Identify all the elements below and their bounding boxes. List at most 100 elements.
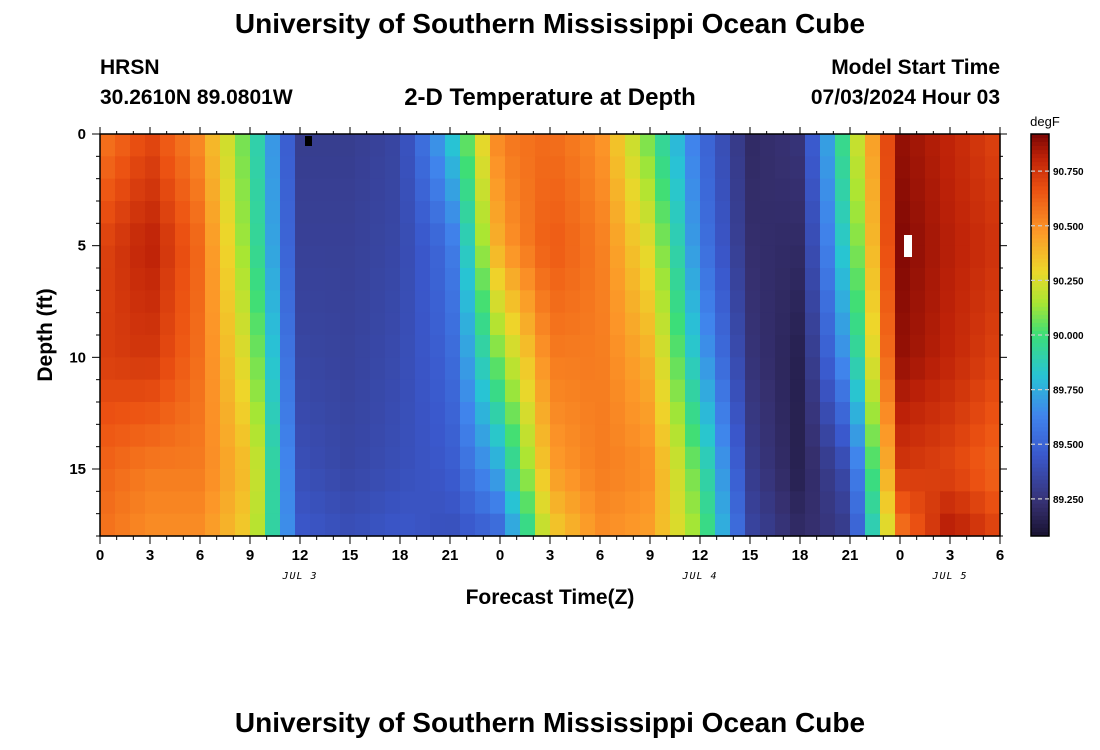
heatmap-cell: [265, 491, 281, 515]
heatmap-cell: [250, 469, 266, 492]
colorbar-segment: [1031, 294, 1049, 300]
heatmap-cell: [745, 513, 761, 537]
heatmap-cell: [490, 201, 506, 224]
heatmap-cell: [775, 268, 791, 291]
heatmap-cell: [985, 446, 1001, 470]
colorbar-segment: [1031, 383, 1049, 388]
heatmap-cell: [865, 335, 881, 358]
heatmap-cell: [580, 335, 596, 358]
heatmap-cell: [505, 156, 521, 180]
heatmap-cell: [175, 335, 191, 358]
heatmap-cell: [355, 424, 371, 448]
heatmap-cell: [925, 178, 941, 202]
heatmap-cell: [685, 156, 701, 180]
heatmap-cell: [355, 268, 371, 291]
heatmap-cell: [385, 402, 401, 425]
heatmap-cell: [790, 178, 806, 202]
heatmap-cell: [580, 156, 596, 180]
heatmap-cell: [265, 290, 281, 314]
heatmap-cell: [895, 312, 911, 336]
heatmap-cell: [820, 335, 836, 358]
x-tick-label: 3: [946, 547, 954, 564]
heatmap-cell: [265, 513, 281, 537]
heatmap-cell: [880, 469, 896, 492]
heatmap-cell: [700, 335, 716, 358]
heatmap-cell: [910, 357, 926, 381]
heatmap-cell: [100, 424, 116, 448]
heatmap-cell: [115, 223, 131, 247]
heatmap-cell: [655, 335, 671, 358]
heatmap-cell: [220, 513, 236, 537]
heatmap-cell: [685, 446, 701, 470]
heatmap-cell: [415, 357, 431, 381]
heatmap-cell: [835, 223, 851, 247]
colorbar-segment: [1031, 158, 1049, 163]
heatmap-cell: [205, 290, 221, 314]
heatmap-cell: [340, 424, 356, 448]
heatmap-cell: [985, 134, 1001, 157]
heatmap-cell: [265, 469, 281, 492]
heatmap-cell: [805, 491, 821, 515]
heatmap-cell: [175, 223, 191, 247]
colorbar-segment: [1031, 306, 1049, 312]
heatmap-cell: [640, 357, 656, 381]
heatmap-cell: [700, 290, 716, 314]
heatmap-cell: [310, 134, 326, 157]
heatmap-cell: [595, 491, 611, 515]
heatmap-cell: [430, 156, 446, 180]
colorbar-segment: [1031, 322, 1049, 328]
colorbar-segment: [1031, 351, 1049, 356]
heatmap-cell: [220, 424, 236, 448]
heatmap-cell: [490, 156, 506, 180]
heatmap-cell: [880, 402, 896, 425]
heatmap-cell: [655, 134, 671, 157]
heatmap-cell: [565, 335, 581, 358]
heatmap-cell: [460, 357, 476, 381]
heatmap-cell: [925, 201, 941, 224]
heatmap-cell: [745, 491, 761, 515]
heatmap-cell: [970, 424, 986, 448]
heatmap-cell: [115, 469, 131, 492]
heatmap-cell: [250, 446, 266, 470]
heatmap-cell: [610, 134, 626, 157]
heatmap-cell: [130, 335, 146, 358]
heatmap-cell: [595, 268, 611, 291]
y-tick-label: 15: [69, 461, 86, 478]
heatmap-cell: [460, 245, 476, 269]
heatmap-cell: [505, 290, 521, 314]
heatmap-cell: [550, 156, 566, 180]
heatmap-cell: [745, 201, 761, 224]
heatmap-cell: [220, 268, 236, 291]
heatmap-cell: [775, 201, 791, 224]
heatmap-cell: [295, 201, 311, 224]
colorbar-segment: [1031, 170, 1049, 175]
heatmap-cell: [595, 335, 611, 358]
heatmap-cell: [160, 491, 176, 515]
chart-subtitle: 2-D Temperature at Depth: [404, 84, 696, 111]
heatmap-cell: [685, 513, 701, 537]
heatmap-cell: [955, 201, 971, 224]
heatmap-cell: [580, 245, 596, 269]
heatmap-cell: [460, 379, 476, 403]
heatmap-cell: [880, 446, 896, 470]
heatmap-cell: [700, 201, 716, 224]
heatmap-cell: [775, 178, 791, 202]
station-name: HRSN: [100, 56, 160, 79]
x-tick-label: 15: [342, 547, 359, 564]
heatmap-cell: [895, 402, 911, 425]
heatmap-cell: [340, 223, 356, 247]
heatmap-cell: [730, 268, 746, 291]
heatmap-cell: [100, 491, 116, 515]
colorbar-segment: [1031, 367, 1049, 372]
colorbar-tick-label: 89.250: [1053, 495, 1084, 506]
heatmap-cell: [550, 402, 566, 425]
heatmap-cell: [895, 446, 911, 470]
heatmap-cell: [520, 402, 536, 425]
heatmap-cell: [610, 335, 626, 358]
heatmap-cell: [610, 446, 626, 470]
colorbar-tick-label: 90.500: [1053, 222, 1084, 233]
heatmap-cell: [445, 357, 461, 381]
heatmap-cell: [250, 268, 266, 291]
colorbar-segment: [1031, 150, 1049, 155]
heatmap-cell: [205, 446, 221, 470]
